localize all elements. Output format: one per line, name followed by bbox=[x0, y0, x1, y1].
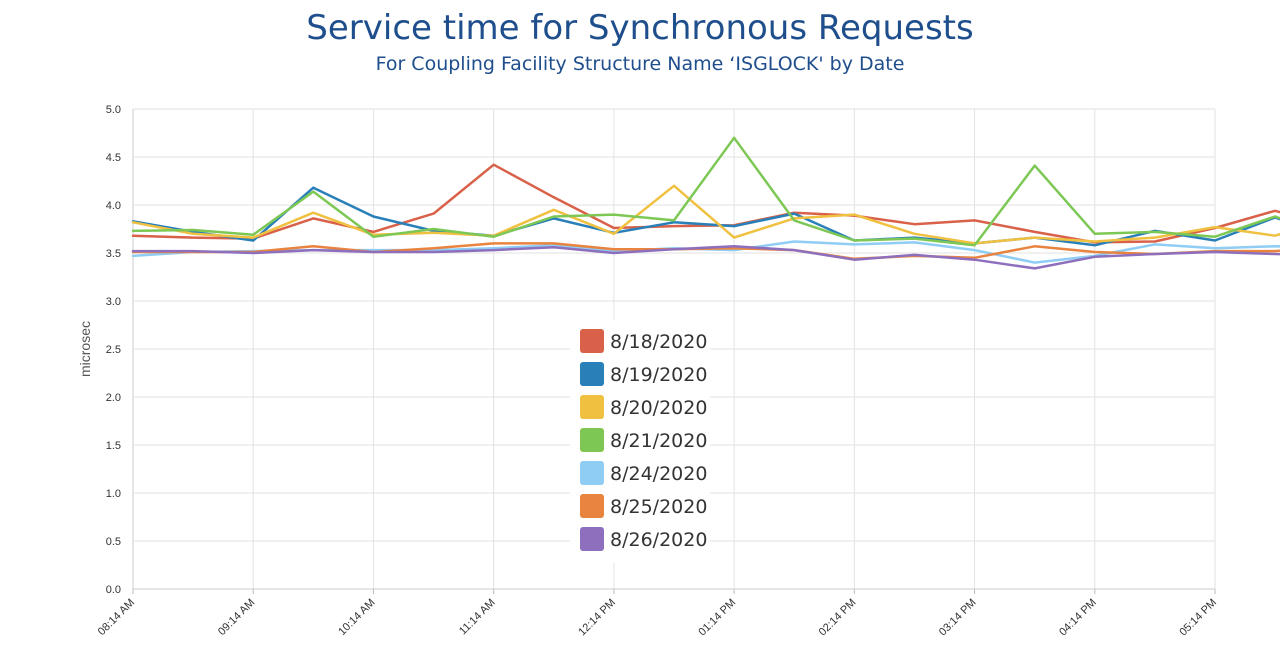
legend-swatch bbox=[580, 494, 604, 518]
legend-swatch bbox=[580, 527, 604, 551]
legend-entry: 8/25/2020 bbox=[610, 496, 707, 518]
legend-entry: 8/19/2020 bbox=[610, 364, 707, 386]
legend-swatch bbox=[580, 329, 604, 353]
y-tick-label: 1.5 bbox=[106, 440, 121, 452]
x-tick-label: 12:14 PM bbox=[576, 597, 618, 639]
x-tick-label: 05:14 PM bbox=[1177, 597, 1219, 639]
x-tick-label: 08:14 AM bbox=[96, 597, 137, 638]
series-line-6 bbox=[131, 245, 1280, 270]
chart-subtitle: For Coupling Facility Structure Name ‘IS… bbox=[375, 53, 905, 75]
x-tick-label: 03:14 PM bbox=[937, 597, 979, 639]
legend-swatch bbox=[580, 461, 604, 485]
legend-entry: 8/18/2020 bbox=[610, 331, 707, 353]
x-tick-label: 11:14 AM bbox=[457, 597, 498, 638]
y-tick-label: 3.5 bbox=[106, 248, 121, 260]
legend-swatch bbox=[580, 362, 604, 386]
x-tick-label: 01:14 PM bbox=[696, 597, 738, 639]
y-tick-label: 3.0 bbox=[106, 296, 121, 308]
y-tick-label: 4.0 bbox=[106, 200, 121, 212]
x-tick-label: 04:14 PM bbox=[1057, 597, 1099, 639]
legend: 8/18/2020 8/19/2020 8/20/2020 8/21/2020 8/24… bbox=[570, 320, 710, 563]
y-tick-label: 0.5 bbox=[106, 536, 121, 548]
y-axis-label: microsec bbox=[77, 321, 93, 377]
y-tick-label: 1.0 bbox=[106, 488, 121, 500]
legend-entry: 8/24/2020 bbox=[610, 463, 707, 485]
legend-swatch bbox=[580, 395, 604, 419]
y-tick-label: 2.0 bbox=[106, 392, 121, 404]
y-tick-label: 0.0 bbox=[106, 584, 121, 596]
y-tick-label: 4.5 bbox=[106, 152, 121, 164]
legend-entry: 8/20/2020 bbox=[610, 397, 707, 419]
legend-entry: 8/21/2020 bbox=[610, 430, 707, 452]
x-tick-label: 02:14 PM bbox=[817, 597, 859, 639]
y-tick-label: 5.0 bbox=[106, 104, 121, 116]
x-tick-label: 09:14 AM bbox=[216, 597, 257, 638]
legend-swatch bbox=[580, 428, 604, 452]
x-tick-label: 10:14 AM bbox=[336, 597, 377, 638]
series-line-4 bbox=[131, 240, 1280, 264]
y-tick-label: 2.5 bbox=[106, 344, 121, 356]
series-lines bbox=[131, 136, 1280, 270]
legend-entry: 8/26/2020 bbox=[610, 529, 707, 551]
series-line-3 bbox=[131, 136, 1280, 247]
chart-title: Service time for Synchronous Requests bbox=[306, 8, 974, 48]
